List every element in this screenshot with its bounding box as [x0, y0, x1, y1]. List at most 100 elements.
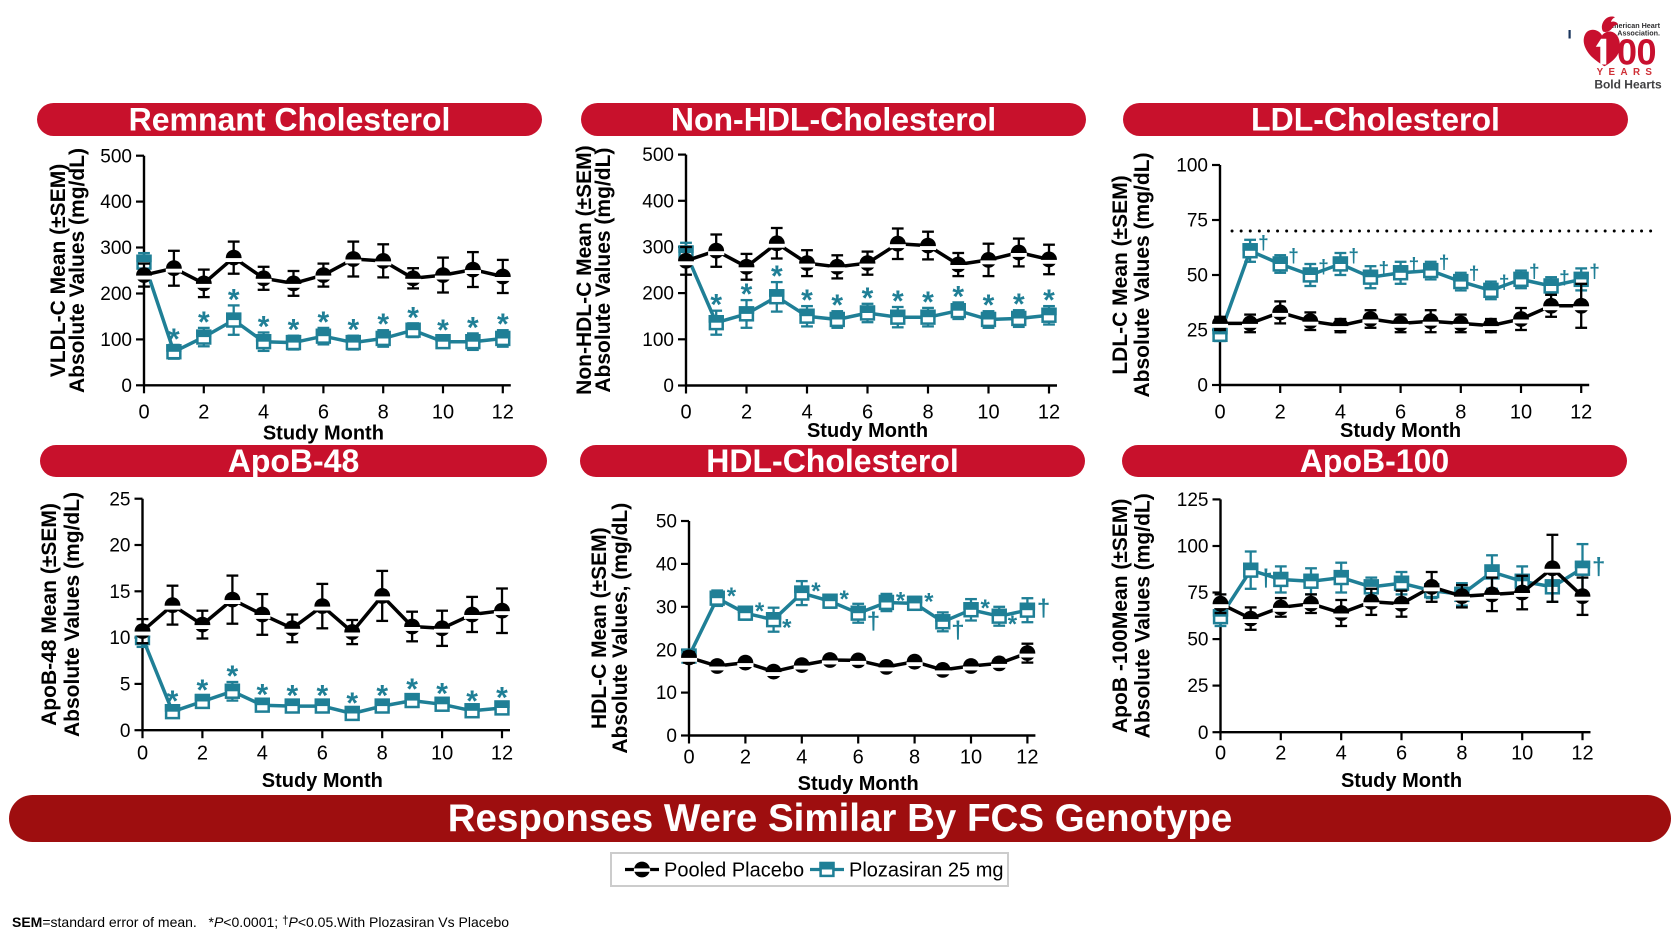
svg-text:0: 0 — [1215, 743, 1226, 765]
svg-text:4: 4 — [1336, 743, 1347, 765]
svg-text:*: * — [727, 583, 737, 610]
svg-text:Absolute Values (mg/dL): Absolute Values (mg/dL) — [1132, 493, 1155, 738]
svg-text:*: * — [406, 673, 418, 706]
svg-text:HDL-Cholesterol: HDL-Cholesterol — [706, 443, 958, 479]
svg-text:†: † — [1348, 246, 1359, 267]
svg-text:Study Month: Study Month — [1341, 770, 1462, 792]
svg-text:2: 2 — [740, 747, 751, 769]
svg-text:†: † — [1288, 246, 1299, 267]
svg-text:12: 12 — [491, 743, 513, 765]
svg-text:†: † — [1592, 553, 1605, 580]
svg-text:†: † — [1469, 264, 1480, 285]
svg-text:*: * — [840, 586, 850, 613]
svg-text:*: * — [801, 284, 813, 317]
svg-text:†: † — [1439, 253, 1450, 274]
svg-text:*: * — [436, 678, 448, 711]
svg-text:75: 75 — [1187, 211, 1208, 232]
svg-text:0: 0 — [121, 376, 132, 397]
svg-text:*: * — [983, 289, 995, 322]
svg-text:10: 10 — [960, 747, 982, 769]
svg-text:12: 12 — [1571, 743, 1593, 765]
svg-text:ApoB-48 Mean (±SEM): ApoB-48 Mean (±SEM) — [38, 503, 61, 726]
svg-text:0: 0 — [137, 743, 148, 765]
svg-text:0: 0 — [1214, 402, 1225, 424]
svg-text:8: 8 — [1455, 402, 1466, 424]
svg-text:†: † — [1379, 259, 1390, 280]
svg-text:*: * — [831, 289, 843, 322]
svg-text:*: * — [318, 306, 330, 339]
svg-text:*: * — [981, 595, 991, 622]
svg-text:4: 4 — [257, 743, 268, 765]
svg-text:2: 2 — [741, 402, 752, 424]
svg-text:*: * — [892, 285, 904, 318]
svg-text:2: 2 — [1275, 743, 1286, 765]
svg-text:Absolute Values, (mg/dL): Absolute Values, (mg/dL) — [609, 503, 632, 754]
svg-text:6: 6 — [862, 402, 873, 424]
svg-text:†: † — [951, 617, 964, 644]
svg-text:8: 8 — [922, 402, 933, 424]
svg-text:*: * — [896, 588, 906, 615]
svg-text:6: 6 — [853, 747, 864, 769]
svg-text:*: * — [437, 314, 449, 347]
svg-text:0: 0 — [683, 747, 694, 769]
svg-text:0: 0 — [1198, 723, 1209, 744]
svg-text:4: 4 — [1335, 402, 1346, 424]
svg-text:†: † — [1499, 272, 1510, 293]
svg-text:100: 100 — [642, 330, 674, 351]
svg-text:Remnant Cholesterol: Remnant Cholesterol — [129, 102, 451, 138]
svg-text:10: 10 — [1511, 743, 1533, 765]
svg-text:10: 10 — [109, 628, 130, 649]
svg-text:5: 5 — [120, 675, 131, 696]
svg-text:*: * — [168, 323, 180, 356]
svg-text:†: † — [1258, 233, 1269, 254]
svg-text:*: * — [467, 311, 479, 344]
svg-text:Pooled Placebo: Pooled Placebo — [664, 860, 804, 882]
svg-text:Plozasiran 25 mg: Plozasiran 25 mg — [849, 860, 1004, 882]
svg-text:10: 10 — [977, 402, 999, 424]
svg-text:*: * — [782, 615, 792, 642]
svg-text:20: 20 — [109, 536, 130, 557]
svg-text:125: 125 — [1177, 490, 1209, 511]
svg-text:†: † — [1559, 268, 1570, 289]
svg-text:*: * — [755, 598, 765, 625]
svg-text:Study Month: Study Month — [1340, 420, 1461, 442]
svg-text:12: 12 — [1016, 747, 1038, 769]
svg-text:0: 0 — [1197, 376, 1208, 397]
svg-text:†: † — [1318, 257, 1329, 278]
svg-text:Association.: Association. — [1617, 29, 1660, 38]
svg-text:15: 15 — [109, 582, 130, 603]
svg-text:400: 400 — [642, 191, 674, 212]
svg-text:100: 100 — [1176, 156, 1208, 177]
svg-text:4: 4 — [258, 402, 269, 424]
svg-text:10: 10 — [656, 683, 677, 704]
svg-text:*: * — [198, 306, 210, 339]
svg-text:*: * — [407, 301, 419, 334]
svg-text:10: 10 — [1510, 402, 1532, 424]
svg-text:50: 50 — [1187, 266, 1208, 287]
svg-text:*: * — [862, 282, 874, 315]
svg-text:†: † — [1529, 261, 1540, 282]
svg-text:*: * — [952, 280, 964, 313]
svg-text:ApoB -100Mean (±SEM): ApoB -100Mean (±SEM) — [1109, 499, 1132, 733]
svg-text:6: 6 — [1395, 402, 1406, 424]
svg-text:20: 20 — [656, 640, 677, 661]
svg-text:*: * — [924, 588, 934, 615]
svg-text:Non-HDL-Cholesterol: Non-HDL-Cholesterol — [671, 102, 996, 138]
svg-text:*: * — [346, 687, 358, 720]
svg-text:Absolute Values (mg/dL): Absolute Values (mg/dL) — [592, 148, 615, 393]
svg-text:40: 40 — [656, 555, 677, 576]
svg-text:Responses Were Similar By FCS: Responses Were Similar By FCS Genotype — [448, 797, 1233, 840]
svg-text:*: * — [811, 578, 821, 605]
svg-text:8: 8 — [377, 743, 388, 765]
svg-text:6: 6 — [317, 743, 328, 765]
svg-text:Absolute Values (mg/dL): Absolute Values (mg/dL) — [61, 492, 84, 737]
svg-text:†: † — [1589, 261, 1600, 282]
svg-text:*: * — [466, 685, 478, 718]
svg-text:*: * — [496, 681, 508, 714]
svg-text:Study Month: Study Month — [262, 770, 383, 792]
svg-text:00: 00 — [1617, 32, 1656, 73]
svg-text:2: 2 — [197, 743, 208, 765]
svg-text:30: 30 — [656, 597, 677, 618]
svg-text:50: 50 — [656, 512, 677, 533]
svg-text:Absolute Values (mg/dL): Absolute Values (mg/dL) — [66, 148, 89, 393]
